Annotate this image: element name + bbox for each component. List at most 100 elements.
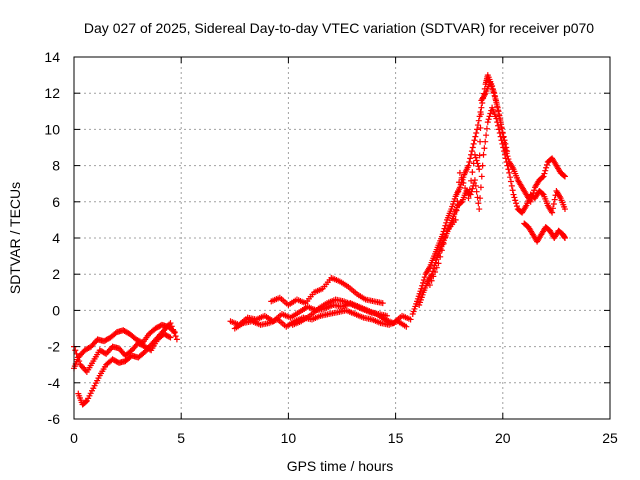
data-point	[76, 358, 83, 365]
data-point	[498, 121, 505, 128]
data-point	[549, 209, 556, 216]
grid	[74, 57, 610, 419]
data-point	[502, 155, 509, 162]
data-point	[476, 206, 483, 213]
data-point	[531, 187, 538, 194]
data-point	[477, 184, 484, 191]
data-point	[403, 323, 410, 330]
data-point	[432, 269, 439, 276]
y-tick-label: -2	[48, 339, 61, 355]
data-point	[477, 124, 484, 131]
data-point	[479, 162, 486, 169]
data-point	[497, 116, 504, 123]
data-point	[503, 144, 510, 151]
data-point	[166, 333, 173, 340]
x-tick-label: 15	[388, 430, 404, 446]
data-point	[482, 138, 489, 145]
data-point	[507, 178, 514, 185]
y-tick-label: 12	[44, 85, 60, 101]
data-point	[452, 216, 459, 223]
data-point	[503, 158, 510, 165]
data-point	[505, 166, 512, 173]
data-point	[473, 188, 480, 195]
data-point	[472, 154, 479, 161]
data-point	[453, 207, 460, 214]
data-point	[495, 122, 502, 129]
data-point	[475, 117, 482, 124]
data-point	[466, 186, 473, 193]
data-point	[508, 182, 515, 189]
data-point	[480, 151, 487, 158]
data-point	[485, 116, 492, 123]
data-point	[407, 316, 414, 323]
data-point	[432, 259, 439, 266]
data-series	[71, 72, 568, 408]
data-point	[561, 235, 568, 241]
data-point	[561, 172, 568, 179]
data-point	[467, 191, 474, 198]
data-point	[506, 169, 513, 176]
data-point	[469, 169, 476, 176]
data-point	[494, 119, 501, 126]
data-point	[442, 222, 449, 229]
data-point	[492, 97, 499, 104]
data-point	[426, 282, 433, 289]
data-point	[474, 160, 481, 167]
data-point	[454, 198, 461, 205]
data-point	[430, 273, 437, 280]
data-point	[483, 132, 490, 139]
data-point	[421, 274, 428, 281]
x-tick-label: 5	[177, 430, 185, 446]
data-point	[473, 130, 480, 137]
data-point	[471, 137, 478, 144]
data-point	[509, 187, 516, 194]
y-tick-label: 0	[52, 302, 60, 318]
data-point	[171, 329, 178, 336]
data-point	[477, 195, 484, 202]
y-tick-label: 10	[44, 121, 60, 137]
data-point	[168, 323, 175, 330]
data-point	[472, 182, 479, 189]
data-point	[437, 253, 444, 260]
x-tick-label: 0	[70, 430, 78, 446]
data-point	[543, 164, 550, 171]
data-point	[465, 162, 472, 169]
data-point	[474, 126, 481, 133]
data-point	[475, 163, 482, 170]
y-tick-label: -4	[48, 375, 61, 391]
data-point	[442, 234, 449, 241]
data-point	[540, 173, 547, 180]
y-tick-labels: -6 -4 -2 0 2 4 6 8 10 12 14	[44, 49, 60, 427]
data-point	[430, 265, 437, 272]
data-point	[549, 205, 556, 212]
data-point	[550, 200, 557, 207]
data-point	[460, 179, 467, 186]
data-point	[483, 125, 490, 132]
data-point	[501, 151, 508, 158]
data-point	[420, 279, 427, 286]
data-point	[74, 354, 81, 361]
data-point	[83, 398, 90, 405]
y-tick-label: 4	[52, 230, 60, 246]
data-point	[473, 157, 480, 164]
data-point	[379, 300, 386, 307]
y-tick-label: -6	[48, 411, 61, 427]
data-point	[478, 173, 485, 180]
data-point	[428, 277, 435, 284]
data-point	[478, 104, 485, 111]
data-point	[499, 130, 506, 137]
y-tick-label: 2	[52, 266, 60, 282]
data-point	[456, 169, 463, 176]
data-point	[561, 173, 568, 180]
data-point	[469, 144, 476, 151]
data-point	[471, 151, 478, 158]
data-point	[456, 179, 463, 186]
data-point	[477, 138, 484, 145]
data-point	[498, 125, 505, 132]
x-tick-label: 10	[281, 430, 297, 446]
data-point	[418, 285, 425, 292]
data-point	[486, 113, 493, 120]
x-tick-label: 25	[602, 430, 618, 446]
data-point	[491, 90, 498, 97]
data-point	[495, 108, 502, 115]
